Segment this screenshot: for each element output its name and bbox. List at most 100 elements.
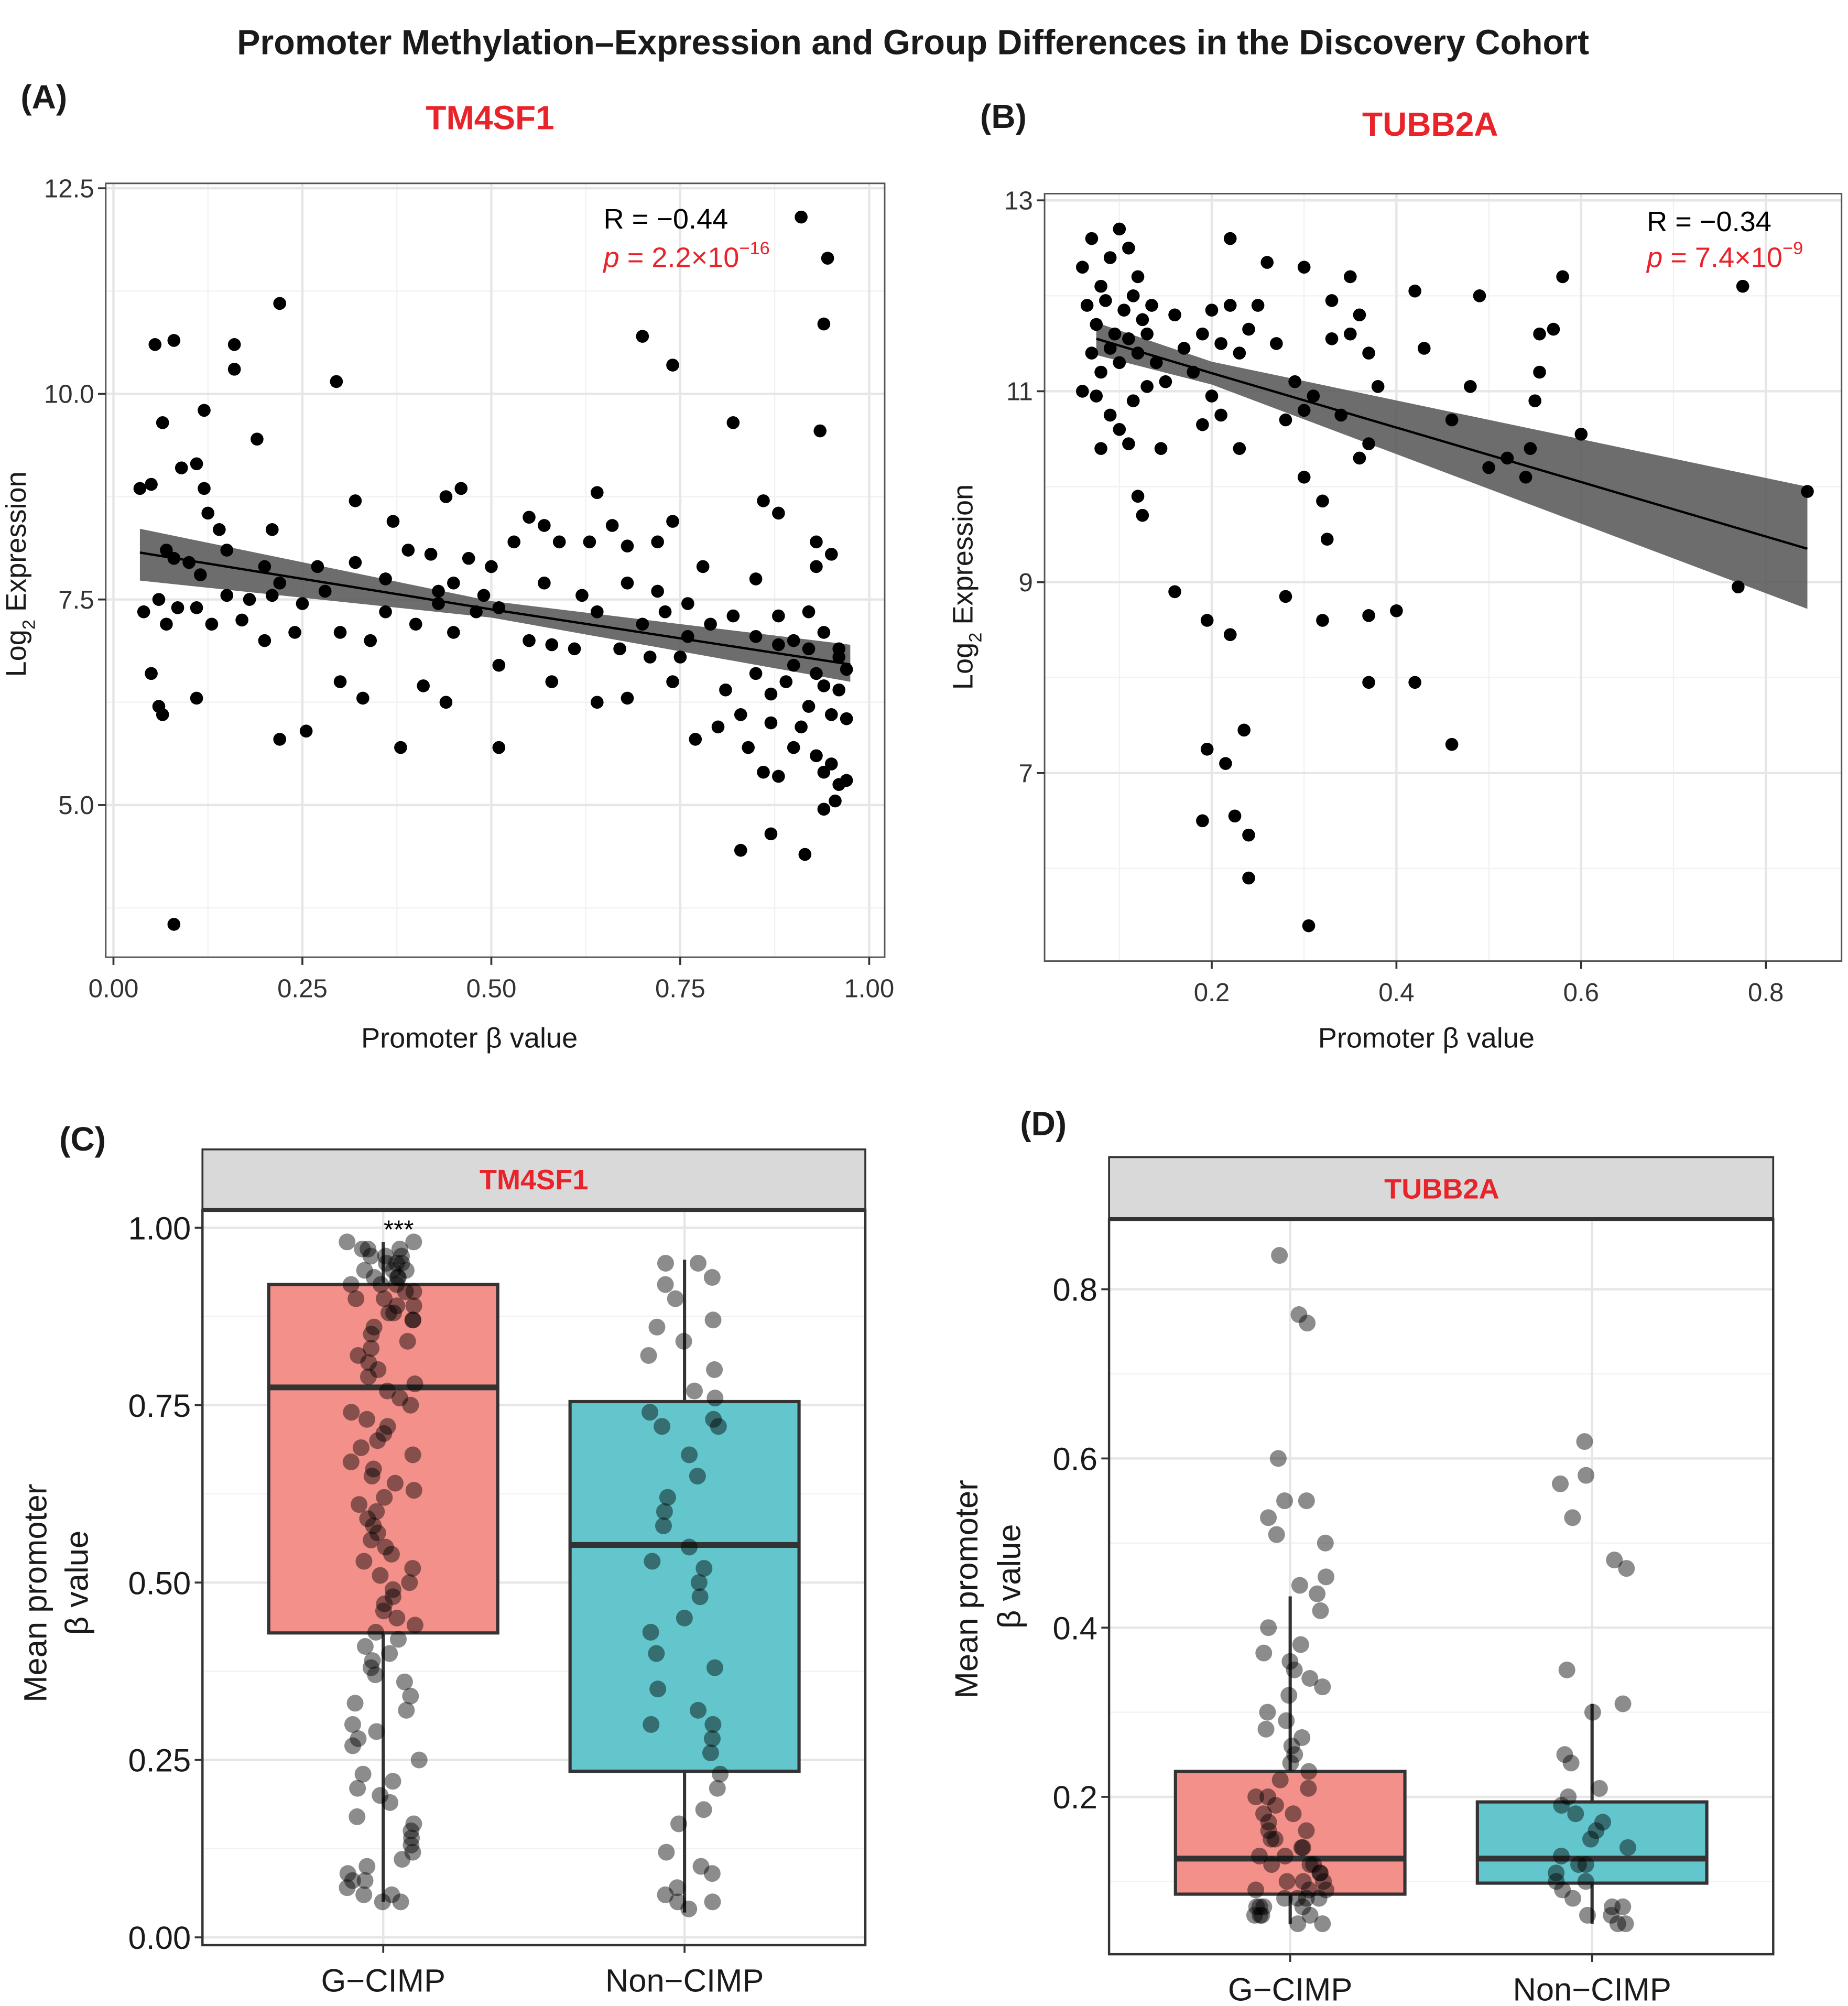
jitter-point [1286,1746,1303,1763]
plot-border [201,1209,867,1947]
jitter-point [372,1787,389,1804]
data-point [273,297,286,310]
data-point [1103,251,1117,264]
data-point [1145,299,1158,312]
data-point [1408,676,1421,689]
data-point [605,519,619,532]
data-point [1519,471,1532,484]
jitter-point [355,1553,373,1570]
jitter-point [1582,1830,1600,1848]
y-tick-label: 0.00 [128,1920,191,1956]
data-point [1297,261,1311,274]
jitter-point [342,1276,360,1293]
data-point [1108,327,1122,341]
jitter-point [1298,1890,1315,1907]
data-point [840,712,853,725]
jitter-point [362,1248,379,1265]
jitter-point [1263,1830,1280,1848]
y-tick-label: 0.6 [1052,1441,1097,1478]
jitter-point [1301,1670,1319,1687]
panel-d-y-axis-title-line1: Mean promoter [949,1480,985,1698]
data-point [156,416,169,429]
jitter-point [351,1496,368,1513]
jitter-point [363,1531,380,1548]
jitter-point [1269,1450,1287,1467]
jitter-point [1257,1720,1275,1738]
data-point [1177,342,1191,355]
jitter-point [1614,1695,1632,1712]
data-point [1533,365,1546,379]
jitter-point [1577,1873,1594,1890]
data-point [1205,389,1219,403]
jitter-point [1617,1915,1634,1933]
jitter-point [659,1489,676,1506]
jitter-point [384,1581,401,1598]
y-tick-label: 7.5 [58,585,94,614]
data-point [817,317,831,331]
data-point [485,560,498,573]
jitter-point [363,1468,381,1485]
jitter-point [349,1808,366,1825]
data-point [364,634,377,647]
jitter-point [709,1780,726,1797]
panel-b-plot: 7 9 11 13 0.2 0.4 0.6 0.8 [1004,186,1843,1007]
data-point [1094,279,1107,293]
jitter-point [377,1248,394,1265]
jitter-point [367,1623,384,1641]
box-g-cimp [1173,1770,1407,1896]
jitter-point [403,1822,420,1839]
data-point [175,461,188,474]
jitter-point [364,1652,381,1669]
jitter-point [389,1269,407,1286]
data-point [651,535,664,549]
data-point [1801,485,1814,498]
jitter-point [642,1623,659,1641]
jitter-point [1259,1704,1276,1721]
box-g-cimp [267,1283,499,1635]
data-point [711,720,725,734]
significance-label: *** [384,1216,414,1244]
jitter-point [1271,1771,1289,1788]
data-point [148,338,162,351]
jitter-point [404,1311,421,1329]
x-tick-label: 0.75 [655,974,705,1003]
jitter-point [392,1893,409,1911]
data-point [1371,380,1385,393]
data-point [1473,289,1486,302]
jitter-point [1314,1678,1331,1696]
jitter-point [676,1609,693,1627]
jitter-point [710,1418,727,1435]
data-point [167,334,181,347]
data-point [545,638,559,652]
confidence-band [1096,322,1808,609]
y-tick-label: 0.75 [128,1388,191,1424]
jitter-point [1278,1712,1295,1729]
jitter-point [1606,1552,1623,1569]
x-category-label: G−CIMP [321,1963,445,1999]
jitter-point [689,1468,706,1485]
data-point [1362,676,1375,689]
jitter-point [1276,1890,1293,1907]
jitter-point [669,1879,686,1896]
y-tick-label: 0.2 [1052,1780,1097,1816]
jitter-point [1266,1830,1284,1848]
jitter-point [1311,1864,1329,1882]
jitter-point [394,1851,411,1868]
jitter-point [380,1304,397,1321]
data-point [590,486,604,500]
panel-b-y-axis-title: Log2 Expression [947,484,985,690]
jitter-point [365,1460,382,1478]
y-tick-label: 5.0 [58,791,94,820]
jitter-point [1579,1906,1596,1924]
jitter-point [702,1744,719,1762]
data-point [424,548,438,561]
data-point [1090,389,1103,403]
jitter-point [383,1886,400,1903]
jitter-point [1558,1661,1575,1678]
data-point [1533,327,1546,341]
data-point [1343,270,1357,284]
jitter-point [368,1503,385,1520]
jitter-point [376,1489,393,1506]
jitter-point [343,1404,360,1421]
